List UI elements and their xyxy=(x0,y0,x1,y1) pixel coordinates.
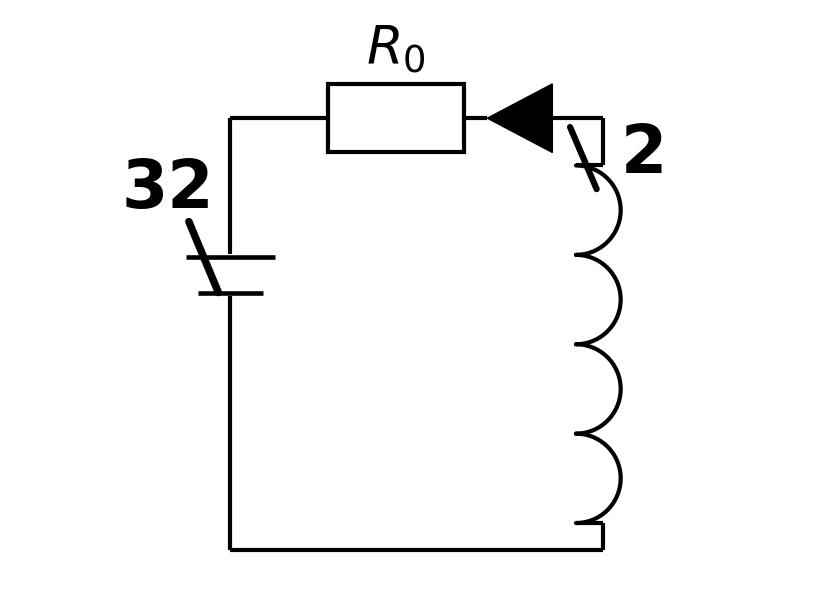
Text: 32: 32 xyxy=(122,156,214,222)
Text: $R_0$: $R_0$ xyxy=(366,24,425,76)
Bar xyxy=(328,84,464,152)
Polygon shape xyxy=(488,84,553,152)
Text: 2: 2 xyxy=(621,121,667,187)
